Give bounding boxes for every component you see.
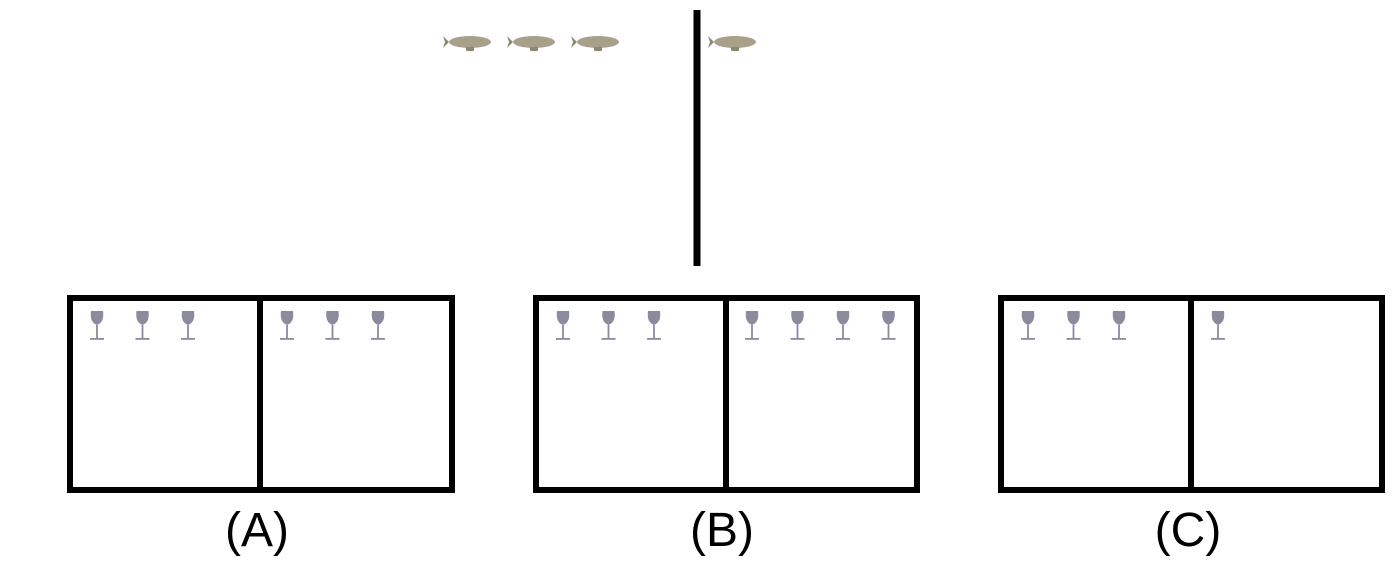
wine-glass-icon bbox=[1211, 311, 1225, 340]
option-c-label: (C) bbox=[1155, 504, 1222, 557]
wine-glass-icon bbox=[181, 311, 195, 340]
airship-icon bbox=[708, 36, 756, 51]
top-right-airship-group bbox=[708, 36, 756, 51]
wine-glass-icon bbox=[371, 311, 385, 340]
wine-glass-icon bbox=[280, 311, 294, 340]
option-c-right-glass-group bbox=[1211, 311, 1225, 340]
option-b[interactable]: (B) bbox=[533, 295, 920, 557]
top-illustration bbox=[443, 10, 756, 266]
option-b-right-glass-group bbox=[745, 311, 896, 340]
option-a-label: (A) bbox=[225, 504, 289, 557]
option-a[interactable]: (A) bbox=[67, 295, 455, 557]
wine-glass-icon bbox=[647, 311, 661, 340]
wine-glass-icon bbox=[745, 311, 759, 340]
wine-glass-icon bbox=[1021, 311, 1035, 340]
airship-icon bbox=[571, 36, 619, 51]
airship-icon bbox=[507, 36, 555, 51]
wine-glass-icon bbox=[325, 311, 340, 340]
wine-glass-icon bbox=[790, 311, 805, 340]
wine-glass-icon bbox=[135, 311, 150, 340]
option-b-label: (B) bbox=[690, 504, 754, 557]
option-a-left-glass-group bbox=[90, 311, 195, 340]
option-c-left-glass-group bbox=[1021, 311, 1126, 340]
wine-glass-icon bbox=[881, 311, 896, 340]
option-a-right-glass-group bbox=[280, 311, 385, 340]
wine-glass-icon bbox=[836, 311, 850, 340]
wine-glass-icon bbox=[90, 311, 104, 340]
top-left-airship-group bbox=[443, 36, 619, 51]
option-b-left-glass-group bbox=[556, 311, 661, 340]
airship-icon bbox=[443, 36, 491, 51]
option-c[interactable]: (C) bbox=[998, 295, 1385, 557]
wine-glass-icon bbox=[1112, 311, 1126, 340]
wine-glass-icon bbox=[1066, 311, 1081, 340]
wine-glass-icon bbox=[556, 311, 570, 340]
wine-glass-icon bbox=[601, 311, 616, 340]
